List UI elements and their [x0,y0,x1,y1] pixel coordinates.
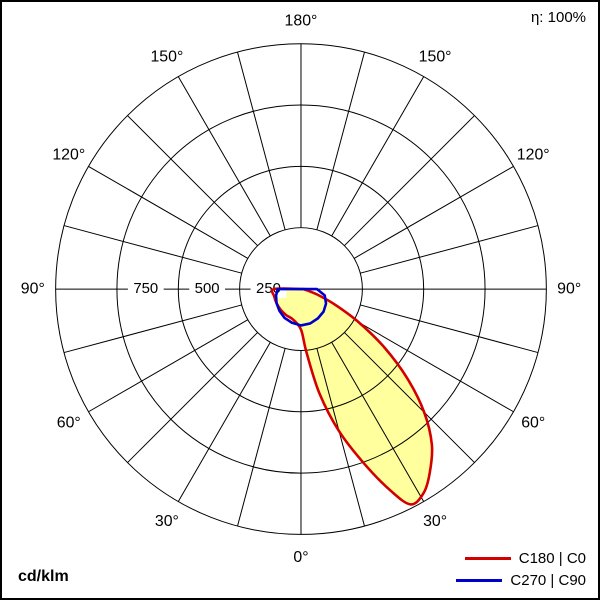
grid-spoke [177,76,271,237]
grid-spoke [177,341,271,502]
scale-label-bg [127,280,164,299]
legend-line-red [464,557,511,560]
grid-spoke [353,319,514,413]
grid-spoke [88,319,249,413]
grid-spoke [331,341,425,502]
angle-label: 60° [521,415,545,432]
grid-spoke [63,225,242,274]
angle-label: 30° [423,513,447,530]
angle-label: 30° [155,513,179,530]
grid-spoke [360,304,539,354]
grid-spoke [344,115,475,247]
grid-spoke [316,51,365,230]
grid-spoke [353,165,514,259]
angle-label: 150° [150,48,183,65]
legend-item-c180-c0: C180 | C0 [456,550,586,567]
angle-label: 150° [419,48,452,65]
grid-spoke [237,348,286,527]
angle-label: 180° [285,12,318,29]
angle-label: 120° [52,146,85,163]
radial-scale-label: 250 [256,281,281,297]
angle-label: 90° [557,281,581,298]
beam-curve-1 [274,287,328,327]
legend-item-c270-c90: C270 | C90 [456,572,586,589]
unit-label: cd/klm [18,568,69,585]
legend-line-blue [456,579,503,582]
legend-label-c180-c0: C180 | C0 [518,550,586,567]
grid-spoke [127,115,258,247]
beam-curve-0 [270,287,434,506]
angle-label: 60° [57,415,81,432]
efficiency-label: η: 100% [530,9,586,26]
legend-label-c270-c90: C270 | C90 [510,572,586,589]
radial-scale-label: 500 [195,281,220,297]
radial-scale-label: 750 [133,281,158,297]
grid-spoke [63,304,242,354]
grid-spoke [88,165,249,259]
grid-spoke [331,76,425,237]
angle-label: 90° [21,281,45,298]
beam-fill-0 [271,288,433,505]
legend: C180 | C0 C270 | C90 [456,550,586,589]
scale-label-bg [189,280,226,299]
grid-spoke [360,225,539,274]
grid-spoke [127,332,258,463]
grid-spoke [344,332,475,463]
grid-spoke [237,51,286,230]
angle-label: 0° [293,549,308,566]
angle-label: 120° [517,146,550,163]
grid-spoke [316,348,365,527]
